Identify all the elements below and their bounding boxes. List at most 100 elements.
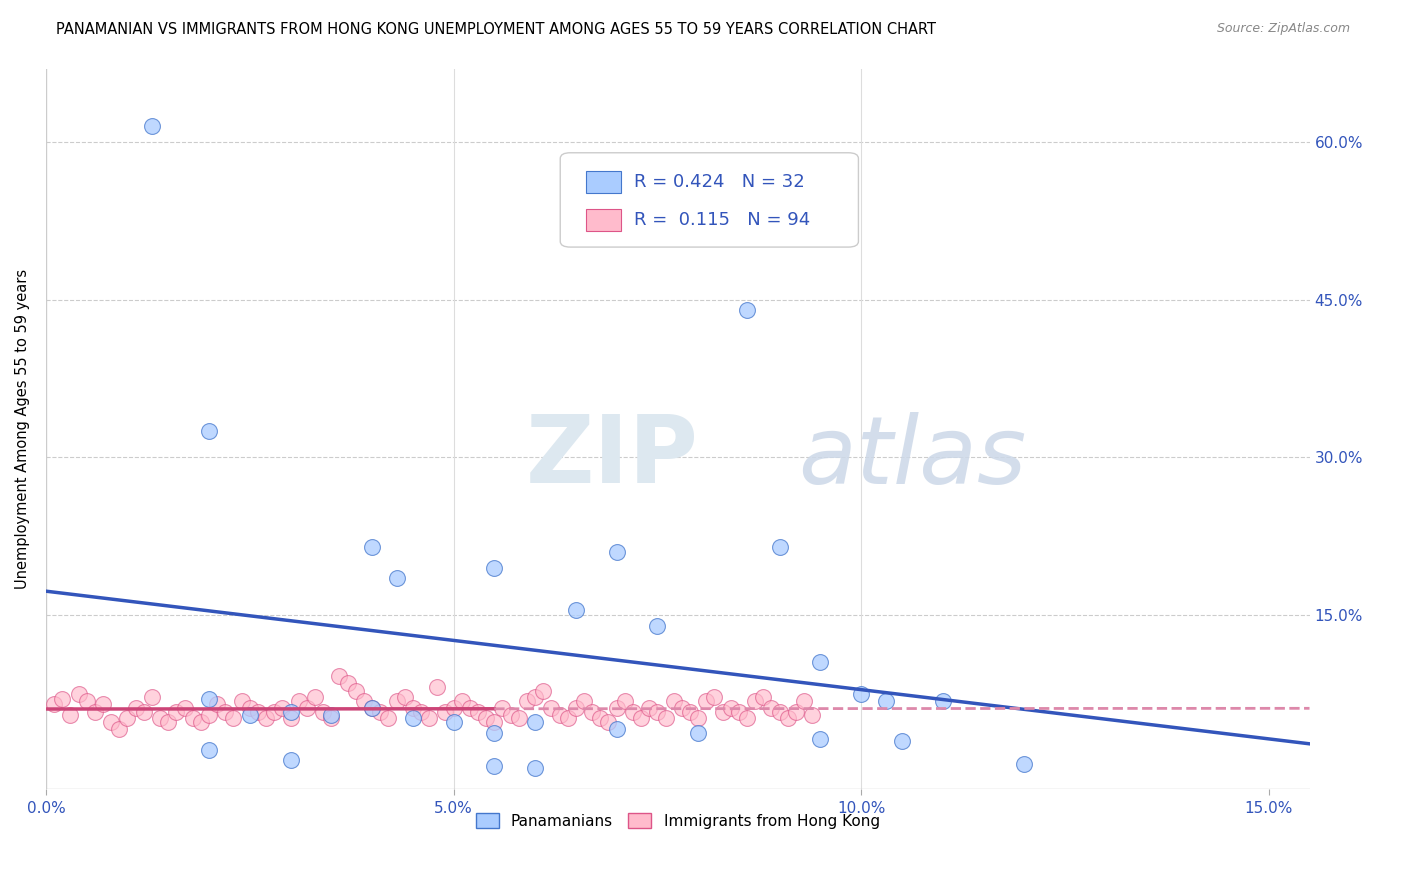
Point [231,694,253,708]
FancyBboxPatch shape [585,171,621,193]
Point [735,303,758,318]
Point [280,711,302,725]
Point [744,694,766,708]
Point [785,705,807,719]
Point [572,694,595,708]
Point [214,705,236,719]
Text: PANAMANIAN VS IMMIGRANTS FROM HONG KONG UNEMPLOYMENT AMONG AGES 55 TO 59 YEARS C: PANAMANIAN VS IMMIGRANTS FROM HONG KONG … [56,22,936,37]
Point [222,711,245,725]
Point [141,690,163,704]
Point [59,708,82,723]
Point [190,715,212,730]
Point [76,694,98,708]
Point [141,120,163,134]
Point [761,700,783,714]
Point [198,708,221,723]
Text: R =  0.115   N = 94: R = 0.115 N = 94 [634,211,810,228]
Point [499,708,522,723]
Point [531,683,554,698]
Y-axis label: Unemployment Among Ages 55 to 59 years: Unemployment Among Ages 55 to 59 years [15,268,30,589]
Point [769,705,792,719]
Point [304,690,326,704]
Legend: Panamanians, Immigrants from Hong Kong: Panamanians, Immigrants from Hong Kong [470,806,886,835]
Point [402,711,425,725]
Point [458,700,481,714]
Point [662,694,685,708]
Point [565,700,588,714]
Point [443,715,465,730]
Point [793,694,815,708]
Point [377,711,399,725]
Point [613,694,636,708]
Point [606,700,628,714]
Point [890,734,912,748]
Point [728,705,751,719]
Point [67,687,90,701]
Point [361,540,384,554]
Point [475,711,498,725]
Point [124,700,146,714]
Point [336,676,359,690]
Point [328,669,350,683]
Point [491,700,513,714]
Point [484,726,506,740]
Point [450,694,472,708]
Point [484,759,506,773]
Point [312,705,335,719]
Point [720,700,742,714]
Point [630,711,652,725]
Text: R = 0.424   N = 32: R = 0.424 N = 32 [634,172,804,191]
Point [149,711,172,725]
Point [402,700,425,714]
Point [557,711,579,725]
Point [100,715,122,730]
Point [776,711,799,725]
Point [769,540,792,554]
Point [1012,757,1035,772]
Point [810,656,832,670]
Point [671,700,693,714]
Point [654,711,676,725]
Point [165,705,187,719]
Point [484,715,506,730]
Text: atlas: atlas [797,412,1026,503]
Point [205,698,228,712]
Point [321,708,343,723]
Point [385,694,408,708]
Point [361,700,384,714]
Point [752,690,775,704]
Point [508,711,530,725]
Point [117,711,139,725]
FancyBboxPatch shape [585,209,621,230]
Point [426,680,449,694]
Point [695,694,717,708]
Point [524,715,547,730]
Point [254,711,277,725]
Point [606,722,628,736]
Point [173,700,195,714]
Point [801,708,824,723]
Point [108,722,131,736]
Point [735,711,758,725]
Point [91,698,114,712]
Point [703,690,725,704]
Point [647,618,669,632]
Point [647,705,669,719]
Point [524,760,547,774]
Point [42,698,65,712]
Point [606,545,628,559]
Text: Source: ZipAtlas.com: Source: ZipAtlas.com [1216,22,1350,36]
Point [271,700,294,714]
Point [280,753,302,767]
Point [385,571,408,585]
Point [711,705,734,719]
Point [246,705,269,719]
Point [548,708,571,723]
Point [198,742,221,756]
Point [467,705,489,719]
Point [321,711,343,725]
Point [239,700,262,714]
Point [368,705,391,719]
Point [540,700,562,714]
Point [287,694,309,708]
